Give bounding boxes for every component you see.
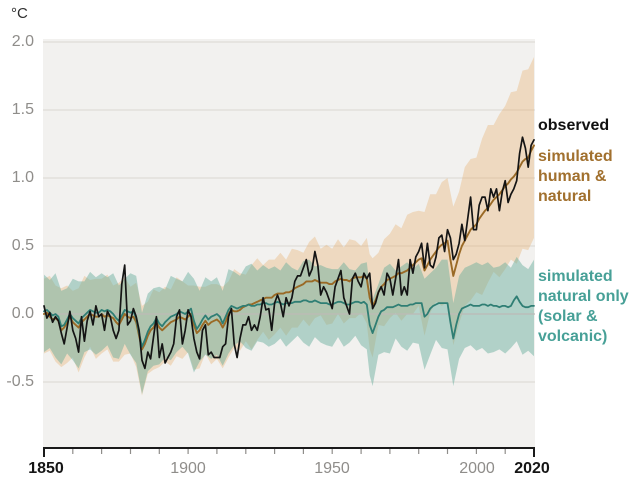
legend-nat-line: volcanic): [538, 328, 608, 345]
plot-background: [43, 39, 535, 448]
x-tick-label: 1900: [170, 460, 206, 477]
legend-nat-line: natural only: [538, 288, 629, 305]
x-tick-label: 1850: [28, 460, 64, 477]
y-tick-label: 2.0: [11, 33, 34, 50]
y-tick-label: 0.5: [11, 237, 34, 254]
y-axis-unit-label: °C: [11, 5, 28, 22]
x-tick-label: 1950: [314, 460, 350, 477]
y-tick-label: 0.0: [11, 305, 34, 322]
legend-observed-line: observed: [538, 117, 610, 134]
legend-simulated-human-natural: simulated human & natural: [538, 147, 613, 207]
x-tick-label: 2000: [459, 460, 495, 477]
y-tick-label: 1.0: [11, 169, 34, 186]
series-line: [43, 144, 535, 351]
uncertainty-band: [44, 256, 534, 395]
legend-nat-line: simulated: [538, 268, 613, 285]
legend-nat-line: (solar &: [538, 308, 598, 325]
uncertainty-band: [44, 57, 534, 396]
legend-simulated-natural-only: simulated natural only (solar & volcanic…: [538, 267, 629, 347]
x-axis: [43, 447, 535, 457]
temperature-chart-plot-area: [43, 39, 535, 448]
series-line: [43, 295, 535, 348]
x-tick-label: 2020: [514, 460, 550, 477]
y-tick-label: -0.5: [6, 373, 34, 390]
legend-hn-line: human &: [538, 168, 607, 185]
legend-hn-line: natural: [538, 188, 592, 205]
legend-observed: observed: [538, 116, 609, 136]
y-tick-label: 1.5: [11, 101, 34, 118]
series-line: [43, 136, 535, 370]
legend-hn-line: simulated: [538, 148, 613, 165]
